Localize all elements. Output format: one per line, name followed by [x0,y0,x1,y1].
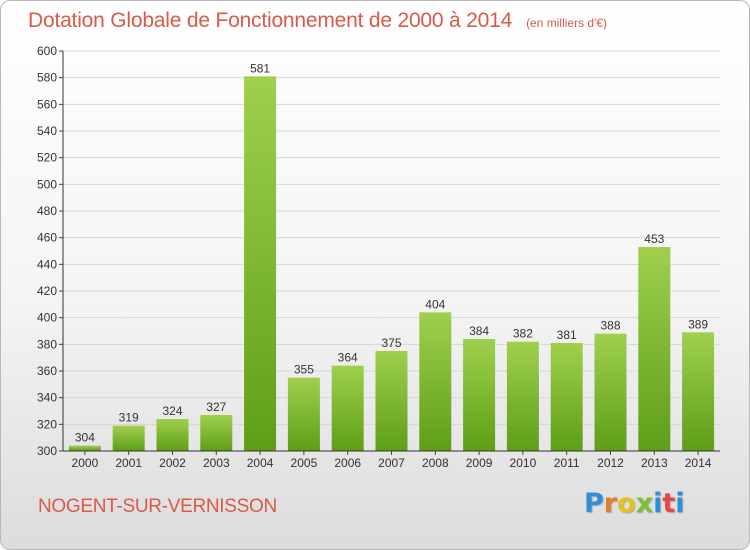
bar-2010 [506,341,539,451]
y-tick-label: 360 [37,364,57,378]
data-label-2002: 324 [162,404,182,418]
y-tick-label: 380 [37,337,57,351]
data-label-2004: 581 [250,61,270,75]
bar-2013 [638,247,671,451]
data-label-2013: 453 [644,232,664,246]
data-label-2007: 375 [381,336,401,350]
y-tick-label: 580 [37,71,57,85]
x-tick-label-2004: 2004 [247,456,274,470]
bar-2014 [682,332,715,451]
x-tick-label-2013: 2013 [641,456,668,470]
x-tick-label-2010: 2010 [510,456,537,470]
data-label-2006: 364 [338,351,358,365]
bar-2000 [68,445,101,451]
data-label-2011: 381 [557,328,577,342]
data-label-2009: 384 [469,324,489,338]
chart-unit: (en milliers d'€) [526,16,608,30]
logo-letter: o [617,488,636,519]
x-tick-label-2001: 2001 [115,456,142,470]
data-label-2012: 388 [600,319,620,333]
data-label-2001: 319 [119,411,139,425]
bar-2009 [463,339,496,451]
y-tick-label: 300 [37,444,57,458]
logo-letter: x [635,488,654,519]
x-tick-label-2005: 2005 [291,456,318,470]
bar-2001 [112,425,145,451]
x-tick-label-2011: 2011 [554,456,580,470]
y-tick-label: 340 [37,391,57,405]
bar-2006 [331,365,364,451]
chart-title-text: Dotation Globale de Fonctionnement de 20… [28,9,513,32]
logo-letter: i [675,488,685,519]
x-tick-label-2012: 2012 [597,456,624,470]
x-tick-label-2009: 2009 [466,456,493,470]
x-tick-label-2003: 2003 [203,456,230,470]
town-name: NOGENT-SUR-VERNISSON [38,496,277,517]
bar-2003 [200,415,233,451]
logo-letter: i [653,488,663,519]
y-tick-label: 440 [37,257,57,271]
bar-2007 [375,351,408,451]
proxiti-logo: Proxiti [584,488,685,519]
bar-2008 [419,312,452,451]
x-tick-label-2006: 2006 [334,456,361,470]
y-tick-label: 460 [37,231,57,245]
chart-title: Dotation Globale de Fonctionnement de 20… [28,9,607,33]
x-tick-label-2014: 2014 [685,456,712,470]
y-tick-label: 600 [37,44,57,58]
bar-2004 [244,76,277,451]
y-tick-label: 520 [37,151,57,165]
data-label-2008: 404 [425,297,445,311]
logo-letter: P [584,488,604,519]
data-label-2000: 304 [75,431,95,445]
y-tick-label: 560 [37,97,57,111]
y-tick-label: 400 [37,311,57,325]
data-label-2005: 355 [294,363,314,377]
y-tick-label: 420 [37,284,57,298]
bar-2002 [156,419,189,451]
x-tick-label-2008: 2008 [422,456,449,470]
y-tick-label: 480 [37,204,57,218]
data-label-2014: 389 [688,317,708,331]
bar-2005 [287,377,320,451]
x-tick-label-2000: 2000 [72,456,99,470]
bar-2011 [550,343,583,451]
bar-2012 [594,333,627,451]
logo-letter: t [662,488,676,519]
y-tick-label: 500 [37,177,57,191]
data-label-2010: 382 [513,327,533,341]
data-label-2003: 327 [206,400,226,414]
y-tick-label: 320 [37,417,57,431]
x-tick-label-2002: 2002 [159,456,186,470]
y-tick-label: 540 [37,124,57,138]
x-tick-label-2007: 2007 [378,456,405,470]
logo-letter: r [603,488,618,519]
